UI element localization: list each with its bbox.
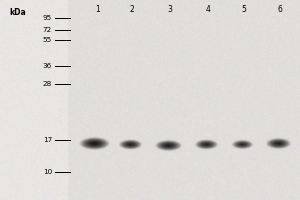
Text: 3: 3 bbox=[168, 5, 172, 15]
Text: 5: 5 bbox=[242, 5, 246, 15]
Text: 10: 10 bbox=[43, 169, 52, 175]
Text: 95: 95 bbox=[43, 15, 52, 21]
Text: 72: 72 bbox=[43, 27, 52, 33]
Text: 55: 55 bbox=[43, 37, 52, 43]
Text: 2: 2 bbox=[130, 5, 134, 15]
Text: 4: 4 bbox=[206, 5, 210, 15]
Text: 1: 1 bbox=[96, 5, 100, 15]
Text: 36: 36 bbox=[43, 63, 52, 69]
Text: 6: 6 bbox=[278, 5, 282, 15]
Text: 17: 17 bbox=[43, 137, 52, 143]
Text: kDa: kDa bbox=[10, 8, 26, 17]
Text: 28: 28 bbox=[43, 81, 52, 87]
